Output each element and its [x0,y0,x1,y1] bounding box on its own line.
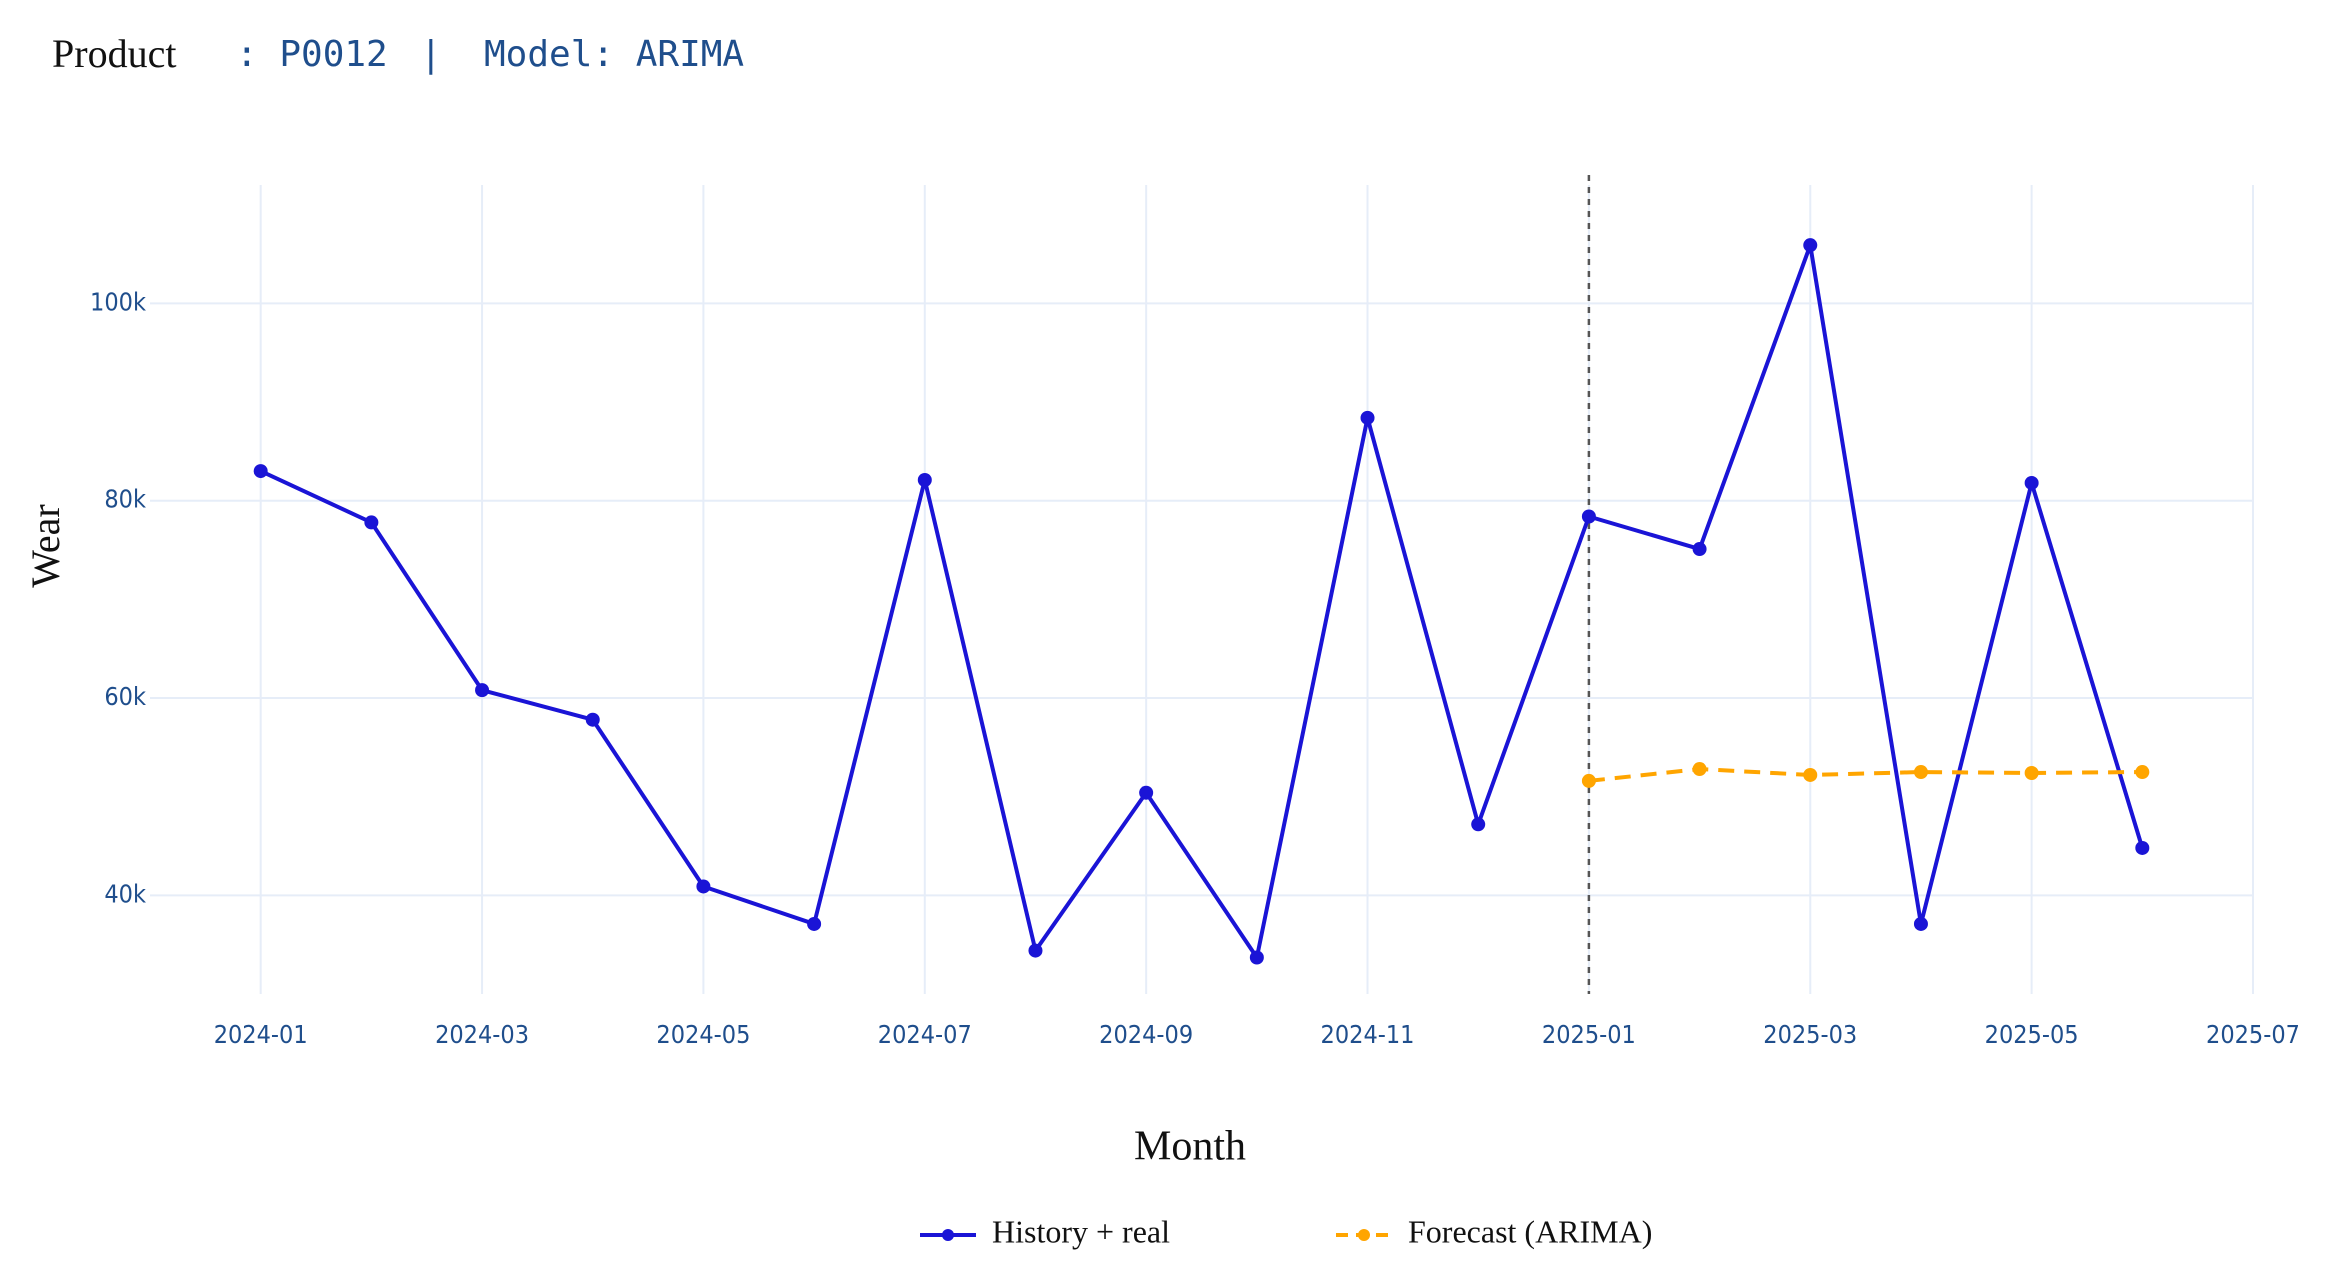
point [1913,916,1928,931]
point [1471,817,1486,832]
point [475,683,490,698]
title-model: Model: ARIMA [484,34,744,75]
point [1581,773,1596,788]
point [917,472,932,487]
legend-marker [1358,1229,1370,1241]
x-tick-label: 2025-05 [1985,1020,2079,1049]
point [1028,943,1043,958]
point [1803,238,1818,253]
point [807,916,822,931]
x-tick-label: 2025-01 [1542,1020,1636,1049]
legend-label: Forecast (ARIMA) [1408,1213,1652,1249]
title-label: Product [52,31,176,76]
legend-label: History + real [992,1213,1170,1249]
point [1692,542,1707,557]
x-tick-label: 2024-05 [656,1020,750,1049]
point [585,712,600,727]
point [1139,785,1154,800]
y-tick-label: 80k [104,485,146,514]
point [1692,762,1707,777]
point [1581,509,1596,524]
y-tick-label: 40k [104,879,146,908]
point [1803,767,1818,782]
x-tick-label: 2024-01 [214,1020,308,1049]
x-tick-label: 2025-03 [1763,1020,1857,1049]
y-tick-label: 60k [104,682,146,711]
point [2135,765,2150,780]
point [2024,475,2039,490]
point [253,464,268,479]
y-tick-label: 100k [90,287,146,316]
x-tick-label: 2025-07 [2206,1020,2300,1049]
x-tick-label: 2024-11 [1321,1020,1415,1049]
point [1249,950,1264,965]
x-tick-label: 2024-03 [435,1020,529,1049]
point [364,515,379,530]
point [2135,840,2150,855]
point [1360,410,1375,425]
legend-marker [942,1229,954,1241]
x-tick-label: 2024-07 [878,1020,972,1049]
point [696,879,711,894]
title-product: : P0012 [236,34,388,75]
x-axis-title: Month [1134,1124,1246,1170]
title-separator: | [420,34,442,75]
y-axis-title: Wear [23,504,68,587]
point [2024,766,2039,781]
series-line [259,243,2145,960]
x-tick-label: 2024-09 [1099,1020,1193,1049]
point [1913,765,1928,780]
series-line [1588,767,2143,783]
